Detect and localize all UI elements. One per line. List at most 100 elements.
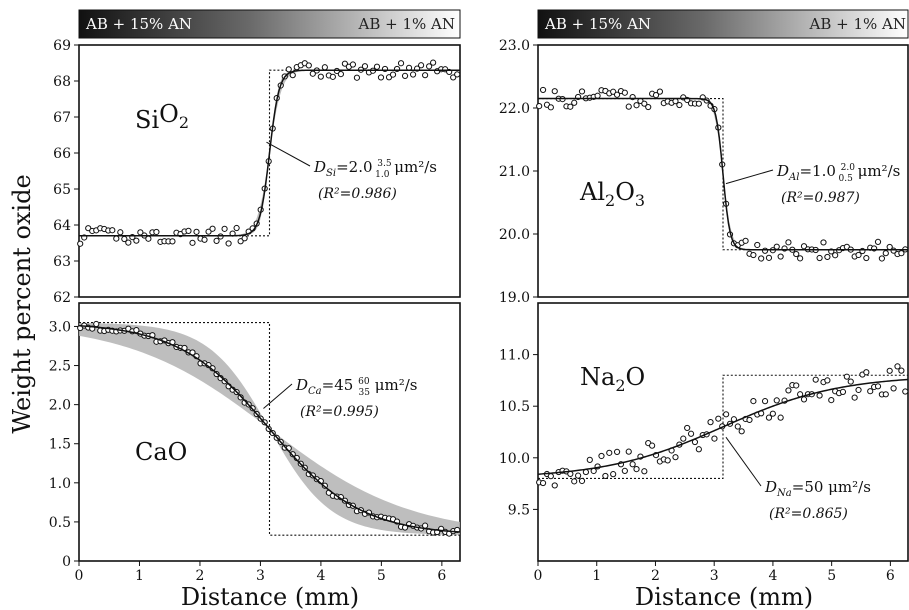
data-point xyxy=(652,91,660,99)
y-tick-label: 0.5 xyxy=(49,515,71,531)
panel-al2o3: 19.0 20.0 21.0 22.0 23.0 Al2O3 DAl=1.0 2.0 0.5 … xyxy=(499,38,909,306)
data-point xyxy=(649,442,656,449)
data-point xyxy=(551,88,558,95)
y-tick-label: 19.0 xyxy=(499,290,530,306)
data-point xyxy=(417,62,425,69)
gradient-bar-right: AB + 15% AN AB + 1% AN xyxy=(537,9,909,39)
data-point xyxy=(824,253,831,261)
data-point xyxy=(289,72,296,79)
data-point xyxy=(337,71,344,78)
gradient-bar-left-label-2: AB + 15% AN xyxy=(544,15,651,33)
data-point xyxy=(882,250,889,257)
data-point xyxy=(426,63,433,70)
data-point xyxy=(625,448,632,455)
y-tick-label: 10.0 xyxy=(499,451,530,467)
data-point xyxy=(145,235,152,242)
y-tick-label: 22.0 xyxy=(499,101,530,117)
y-axis-label: Weight percent oxide xyxy=(8,174,36,433)
panel-cao: 0 0.5 1.0 1.5 2.0 2.5 3.0 0 1 2 3 4 5 6 CaO DCa=45 60 35… xyxy=(49,302,461,584)
data-point xyxy=(765,254,773,261)
data-point xyxy=(133,237,140,244)
data-point xyxy=(867,388,874,395)
y-tick-label: 23.0 xyxy=(499,38,530,54)
r2-annotation: (R²=0.995) xyxy=(300,404,379,420)
data-point xyxy=(117,229,124,236)
data-point xyxy=(454,71,461,78)
data-point xyxy=(401,72,409,80)
r2-annotation: (R²=0.987) xyxy=(781,190,860,206)
r2-annotation: (R²=0.865) xyxy=(769,506,848,522)
data-point xyxy=(285,66,292,73)
data-point xyxy=(594,92,601,99)
data-point xyxy=(629,461,636,468)
data-point xyxy=(898,367,905,374)
data-point xyxy=(894,363,901,370)
data-point xyxy=(758,255,765,262)
data-point xyxy=(389,71,397,78)
x-tick-label: 2 xyxy=(195,568,204,584)
oxide-label: Al2O3 xyxy=(579,178,645,210)
data-point xyxy=(656,88,664,95)
y-tick-label: 2.0 xyxy=(49,398,71,414)
data-point xyxy=(185,227,192,234)
data-point xyxy=(539,86,547,94)
data-point xyxy=(902,388,909,395)
diffusivity-annotation: DCa=45 60 35 μm²/s xyxy=(295,376,418,398)
data-point xyxy=(773,397,780,404)
data-point xyxy=(547,104,554,111)
x-tick-label: 0 xyxy=(75,568,84,584)
data-point xyxy=(641,100,648,107)
data-point xyxy=(664,457,671,464)
data-point xyxy=(547,473,554,480)
data-point xyxy=(680,435,687,442)
data-point xyxy=(750,251,757,259)
y-tick-label: 67 xyxy=(53,110,71,126)
data-point xyxy=(785,239,792,246)
data-point xyxy=(571,99,578,106)
gradient-bar-left: AB + 15% AN AB + 1% AN xyxy=(78,9,461,39)
data-point xyxy=(621,467,628,474)
panel-na2o: 9.5 10.0 10.5 11.0 0 1 2 3 4 5 6 Na2O DNa=50 μm²/s (R… xyxy=(499,302,909,584)
data-point xyxy=(695,100,702,107)
data-point xyxy=(586,456,593,463)
fit-line xyxy=(537,378,909,475)
y-tick-label: 10.5 xyxy=(499,399,530,415)
panel-sio2: 62 63 64 65 66 67 68 69 SiO2 DSi=2.0 3.5 1.0 μm²/s… xyxy=(53,38,461,306)
data-point xyxy=(329,73,336,80)
data-point xyxy=(645,103,652,111)
data-point xyxy=(341,60,348,67)
data-point xyxy=(851,394,858,401)
data-point xyxy=(839,388,847,396)
annotation-pointer xyxy=(725,436,762,487)
data-point xyxy=(777,414,784,421)
data-point xyxy=(598,452,605,460)
y-tick-label: 1.5 xyxy=(49,437,71,453)
data-point xyxy=(305,62,312,69)
oxide-label: CaO xyxy=(135,438,187,466)
data-point xyxy=(567,103,574,110)
x-tick-label: 4 xyxy=(768,568,777,584)
data-point xyxy=(201,236,208,243)
fit-line xyxy=(79,69,460,237)
y-tick-label: 3.0 xyxy=(49,319,71,335)
data-point xyxy=(633,102,640,109)
data-point xyxy=(189,239,196,246)
diffusivity-annotation: DSi=2.0 3.5 1.0 μm²/s xyxy=(313,158,437,180)
data-point xyxy=(113,235,120,242)
fit-line xyxy=(538,97,908,251)
data-point xyxy=(225,240,232,247)
y-tick-label: 68 xyxy=(53,74,71,90)
y-tick-label: 21.0 xyxy=(499,164,530,180)
data-point xyxy=(536,102,543,110)
x-tick-label: 4 xyxy=(316,568,325,584)
gradient-bar-right-label-2: AB + 1% AN xyxy=(809,15,906,33)
x-tick-label: 3 xyxy=(256,568,265,584)
data-point xyxy=(832,252,839,259)
data-point xyxy=(898,250,905,257)
data-point xyxy=(397,60,405,67)
data-point xyxy=(539,479,547,487)
plot-frame xyxy=(78,44,461,298)
y-tick-label: 2.5 xyxy=(49,359,71,375)
y-tick-label: 11.0 xyxy=(499,348,530,364)
